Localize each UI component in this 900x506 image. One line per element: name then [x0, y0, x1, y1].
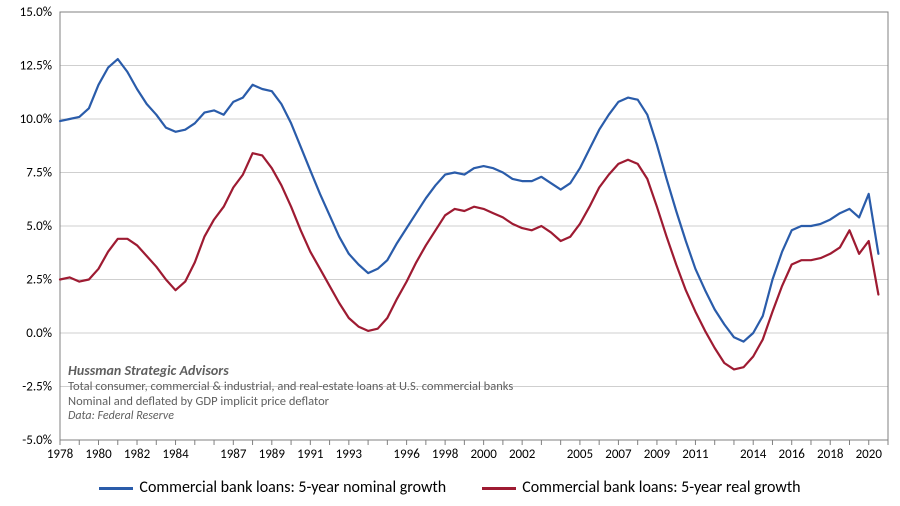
- legend-label: Commercial bank loans: 5-year real growt…: [522, 478, 800, 497]
- svg-text:-5.0%: -5.0%: [22, 433, 52, 448]
- svg-text:2014: 2014: [740, 447, 767, 462]
- legend-item: Commercial bank loans: 5-year real growt…: [482, 478, 800, 497]
- svg-text:1978: 1978: [47, 447, 74, 462]
- svg-text:10.0%: 10.0%: [20, 112, 52, 127]
- svg-text:1991: 1991: [297, 447, 323, 462]
- svg-text:1998: 1998: [432, 447, 459, 462]
- legend-item: Commercial bank loans: 5-year nominal gr…: [99, 478, 446, 497]
- svg-text:2009: 2009: [644, 447, 671, 462]
- attribution-line2: Nominal and deflated by GDP implicit pri…: [68, 394, 513, 409]
- svg-text:2016: 2016: [779, 447, 806, 462]
- attribution-source: Data: Federal Reserve: [68, 409, 513, 423]
- svg-text:2002: 2002: [509, 447, 536, 462]
- svg-text:15.0%: 15.0%: [20, 5, 52, 20]
- legend-label: Commercial bank loans: 5-year nominal gr…: [139, 478, 446, 497]
- svg-text:-2.5%: -2.5%: [22, 380, 52, 395]
- svg-text:2018: 2018: [817, 447, 844, 462]
- svg-text:1989: 1989: [259, 447, 286, 462]
- svg-text:2.5%: 2.5%: [26, 273, 52, 288]
- legend-swatch: [482, 487, 516, 490]
- svg-text:1987: 1987: [220, 447, 247, 462]
- svg-text:1993: 1993: [336, 447, 363, 462]
- loan-growth-chart: -5.0% -2.5% 0.0% 2.5% 5.0% 7.5% 10.0% 12.5% 15.0…: [0, 0, 900, 506]
- svg-text:1980: 1980: [85, 447, 112, 462]
- svg-text:2000: 2000: [470, 447, 497, 462]
- attribution-block: Hussman Strategic Advisors Total consume…: [68, 362, 513, 423]
- svg-text:7.5%: 7.5%: [26, 166, 52, 181]
- svg-text:2011: 2011: [682, 447, 708, 462]
- svg-text:1984: 1984: [162, 447, 189, 462]
- legend: Commercial bank loans: 5-year nominal gr…: [0, 478, 900, 497]
- svg-text:2020: 2020: [856, 447, 883, 462]
- svg-text:2007: 2007: [605, 447, 632, 462]
- svg-text:2005: 2005: [567, 447, 593, 462]
- svg-text:1982: 1982: [124, 447, 151, 462]
- svg-text:12.5%: 12.5%: [20, 59, 52, 74]
- svg-text:5.0%: 5.0%: [26, 219, 52, 234]
- svg-text:0.0%: 0.0%: [26, 326, 52, 341]
- attribution-line1: Total consumer, commercial & industrial,…: [68, 379, 513, 394]
- svg-text:1996: 1996: [393, 447, 420, 462]
- attribution-title: Hussman Strategic Advisors: [68, 362, 513, 379]
- legend-swatch: [99, 487, 133, 490]
